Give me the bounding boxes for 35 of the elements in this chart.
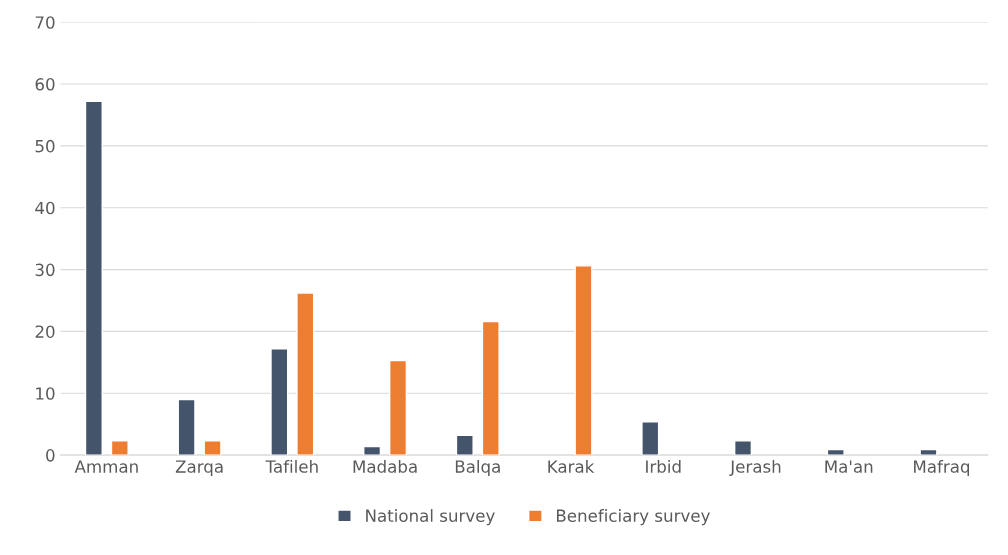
y-tick-label: 50 bbox=[35, 139, 55, 153]
x-tick-label: Tafileh bbox=[265, 459, 318, 473]
bar bbox=[363, 445, 382, 456]
x-tick-label: Balqa bbox=[455, 459, 500, 477]
bar bbox=[177, 398, 196, 456]
y-tick-label: 40 bbox=[35, 201, 55, 215]
x-tick-label: Karak bbox=[548, 459, 595, 473]
x-tick-label: Jerash bbox=[729, 459, 781, 476]
bar bbox=[270, 348, 289, 456]
legend-label: Beneficiary survey bbox=[556, 509, 710, 526]
bar bbox=[388, 359, 408, 456]
bar bbox=[455, 434, 474, 456]
x-tick-label: Zarqa bbox=[175, 460, 223, 477]
y-tick-label: 30 bbox=[35, 263, 55, 277]
y-tick-label: 20 bbox=[35, 325, 55, 338]
x-tick-label: Amman bbox=[74, 460, 138, 473]
bar bbox=[574, 265, 593, 456]
y-tick-label: 0 bbox=[46, 449, 55, 462]
bar bbox=[110, 440, 129, 456]
bar bbox=[826, 448, 845, 456]
x-tick-label: Ma'an bbox=[825, 460, 873, 473]
legend-label: National survey bbox=[366, 509, 495, 526]
bar bbox=[481, 320, 500, 456]
bar bbox=[733, 440, 753, 456]
bar bbox=[919, 448, 938, 456]
y-tick-label: 10 bbox=[36, 387, 55, 400]
y-tick-label: 70 bbox=[35, 16, 55, 29]
bar bbox=[296, 292, 315, 456]
y-tick-label: 60 bbox=[35, 78, 55, 91]
bar bbox=[203, 440, 222, 456]
bar bbox=[641, 421, 660, 456]
x-tick-label: Madaba bbox=[353, 459, 417, 473]
x-tick-label: Mafraq bbox=[914, 459, 970, 477]
x-tick-label: Irbid bbox=[646, 459, 681, 473]
bar bbox=[84, 100, 103, 456]
